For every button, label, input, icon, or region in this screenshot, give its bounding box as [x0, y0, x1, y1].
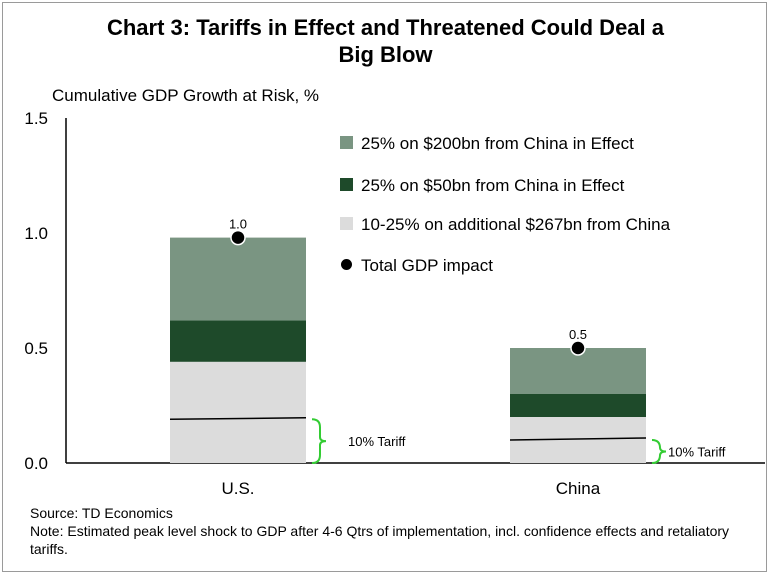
tariff-line-0: [169, 417, 307, 421]
legend-label-1: 25% on $50bn from China in Effect: [361, 176, 625, 195]
total-label: 1.0: [229, 217, 247, 232]
y-axis-label: Cumulative GDP Growth at Risk, %: [52, 86, 320, 105]
chart-title-line-1: Chart 3: Tariffs in Effect and Threatene…: [106, 15, 664, 40]
total-dot: [230, 229, 246, 246]
y-tick-label: 1.0: [24, 224, 48, 243]
source-text: Source: TD Economics: [30, 505, 173, 521]
legend-label-2: 10-25% on additional $267bn from China: [361, 215, 671, 234]
note-text: Note: Estimated peak level shock to GDP …: [30, 523, 730, 557]
tariff-bracket-0: [311, 418, 327, 464]
tariff-label: 10% Tariff: [668, 445, 726, 460]
y-tick-label: 1.5: [24, 109, 48, 128]
total-dot: [570, 340, 586, 356]
chart-title-line-2: Big Blow: [338, 42, 433, 67]
y-tick-label: 0.5: [24, 339, 48, 358]
chart-footer: Source: TD Economics Note: Estimated pea…: [30, 504, 765, 558]
legend-swatch-1: [340, 178, 353, 191]
tariff-bracket-1: [651, 439, 667, 464]
legend-swatch-0: [340, 136, 353, 149]
bar-segment-us-1: [170, 320, 306, 362]
y-tick-label: 0.0: [24, 454, 48, 473]
tariff-line-1: [509, 437, 647, 441]
x-tick-label: China: [556, 479, 601, 498]
chart-title: Chart 3: Tariffs in Effect and Threatene…: [0, 14, 771, 68]
legend-swatch-2: [340, 217, 353, 230]
bar-segment-us-2: [170, 237, 306, 321]
legend-label-3: Total GDP impact: [361, 256, 493, 275]
tariff-label: 10% Tariff: [348, 434, 406, 449]
x-tick-label: U.S.: [221, 479, 254, 498]
total-label: 0.5: [569, 327, 587, 342]
legend-dot: [340, 258, 353, 271]
legend-label-0: 25% on $200bn from China in Effect: [361, 134, 634, 153]
bar-segment-us-0: [170, 361, 306, 463]
bar-segment-china-1: [510, 394, 646, 417]
